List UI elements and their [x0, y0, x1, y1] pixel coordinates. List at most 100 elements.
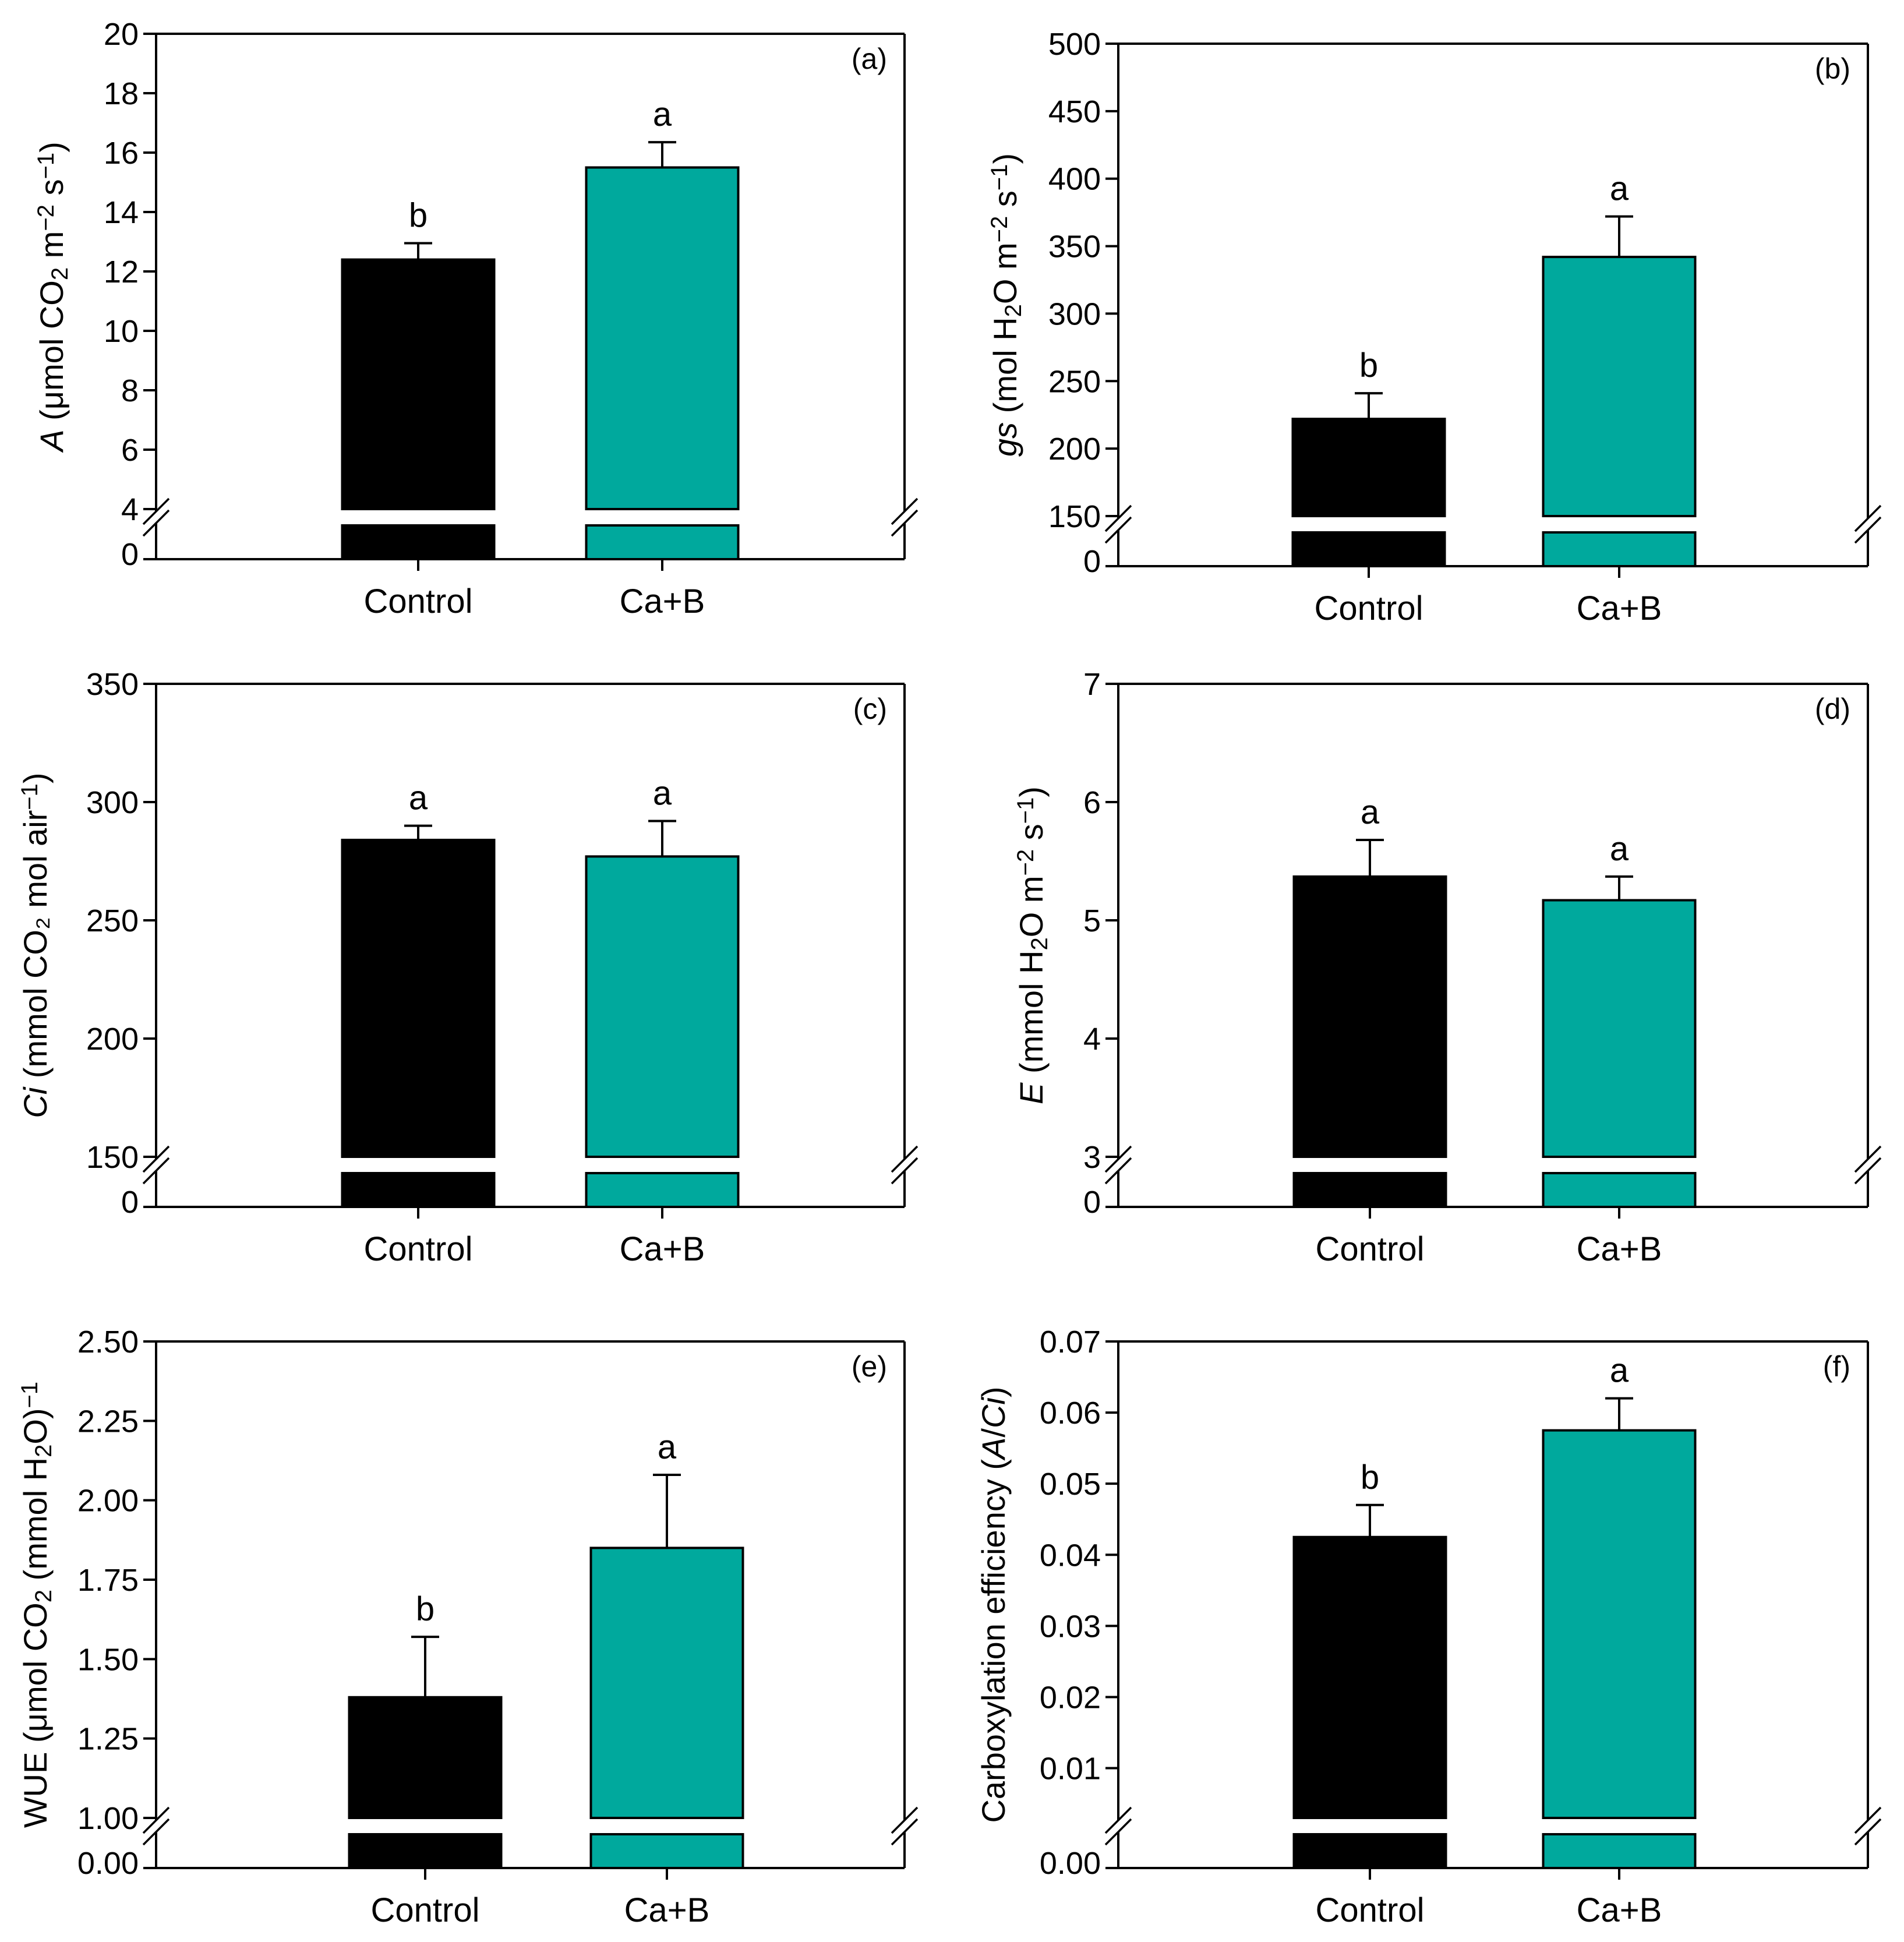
bar-ca-b-lower	[589, 1833, 744, 1869]
y-tick-label: 200	[1048, 432, 1101, 467]
y-tick-label: 1.50	[77, 1642, 139, 1677]
bar-ca-b-lower	[585, 1172, 740, 1208]
left-axis-break-mark	[1104, 504, 1132, 532]
left-axis-break-mark	[142, 1818, 170, 1846]
significance-letter: b	[409, 197, 428, 235]
significance-letter: a	[409, 779, 428, 817]
significance-letter: b	[416, 1590, 435, 1628]
right-axis-break-mark	[1854, 516, 1882, 544]
bar-control-upper	[1292, 875, 1447, 1158]
y-tick-label-zero: 0.00	[77, 1846, 139, 1881]
x-category-label: Ca+B	[620, 582, 705, 620]
left-axis-break-mark	[1104, 1818, 1132, 1846]
y-tick-label: 0.04	[1040, 1538, 1101, 1573]
bar-control-upper	[1291, 418, 1446, 517]
left-axis-break-mark	[142, 1157, 170, 1185]
bar-control-upper	[348, 1696, 503, 1820]
y-tick-label: 8	[121, 373, 139, 408]
significance-letter: a	[658, 1428, 677, 1466]
right-axis-break-mark	[891, 509, 919, 537]
bar-control-lower	[1292, 1833, 1447, 1869]
x-category-label: Ca+B	[624, 1891, 710, 1929]
y-axis-label: E (mmol H2O m−2 s−1)	[1013, 786, 1052, 1104]
y-tick-label: 0.06	[1040, 1396, 1101, 1431]
y-tick-label-zero: 0.00	[1040, 1846, 1101, 1881]
right-axis-break-mark	[891, 1157, 919, 1185]
y-tick-label: 350	[86, 667, 139, 702]
y-tick-label: 7	[1083, 667, 1101, 702]
y-tick-label: 0.01	[1040, 1752, 1101, 1786]
x-category-label: Control	[364, 582, 473, 620]
y-tick-label: 5	[1083, 903, 1101, 938]
right-axis-break-mark	[1854, 1818, 1882, 1846]
y-tick-label: 4	[121, 492, 139, 527]
left-axis-break-mark	[1104, 1145, 1132, 1173]
y-tick-label: 4	[1083, 1022, 1101, 1057]
significance-letter: b	[1359, 347, 1378, 384]
y-tick-label: 300	[86, 785, 139, 820]
y-tick-label: 450	[1048, 94, 1101, 129]
significance-letter: a	[653, 96, 672, 133]
y-tick-label: 350	[1048, 229, 1101, 264]
y-tick-label: 20	[104, 17, 139, 52]
y-tick-label: 150	[86, 1140, 139, 1175]
right-axis-break-mark	[891, 1145, 919, 1173]
bar-control-upper	[1292, 1535, 1447, 1820]
y-tick-label: 0.07	[1040, 1325, 1101, 1360]
y-tick-label-zero: 0	[121, 1185, 139, 1220]
panel-f: 0.01 0.02 0.03 0.04 0.05 0.06 0.07 0.00 b Control…	[975, 1325, 1882, 1929]
y-tick-label: 1.25	[77, 1722, 139, 1757]
y-axis-label: Carboxylation efficiency (A/Ci)	[975, 1386, 1012, 1823]
panel-label: (e)	[852, 1350, 887, 1383]
y-tick-label: 10	[104, 314, 139, 349]
panel-e: 1.00 1.25 1.50 1.75 2.00 2.25 2.50 0.00 b Control…	[17, 1325, 919, 1929]
x-category-label: Ca+B	[620, 1230, 705, 1268]
y-tick-label: 1.00	[77, 1801, 139, 1836]
bar-ca-b-lower	[1542, 1833, 1697, 1869]
x-category-label: Ca+B	[1577, 1230, 1662, 1268]
panel-label: (f)	[1823, 1350, 1850, 1383]
bar-control-lower	[341, 524, 496, 560]
y-axis-label: Ci (mmol CO₂ mol air−1)	[17, 772, 54, 1118]
x-category-label: Control	[1316, 1891, 1425, 1929]
panel-label: (a)	[852, 43, 887, 75]
y-tick-label: 500	[1048, 27, 1101, 62]
right-axis-break-mark	[1854, 1157, 1882, 1185]
right-axis-break-mark	[1854, 1806, 1882, 1834]
left-axis-break-mark	[142, 497, 170, 525]
bar-control-lower	[1291, 531, 1446, 567]
x-category-label: Ca+B	[1577, 589, 1662, 627]
left-axis-break-mark	[1104, 516, 1132, 544]
left-axis-break-mark	[142, 1806, 170, 1834]
x-category-label: Control	[1315, 589, 1423, 627]
y-tick-label: 6	[121, 433, 139, 468]
panel-label: (d)	[1815, 693, 1850, 725]
y-tick-label: 200	[86, 1022, 139, 1057]
significance-letter: a	[653, 774, 672, 812]
left-axis-break-mark	[142, 1145, 170, 1173]
y-axis-label: A (μmol CO2 m−2 s−1)	[33, 142, 73, 453]
y-tick-label: 0.05	[1040, 1467, 1101, 1502]
y-tick-label-zero: 0	[121, 537, 139, 572]
right-axis-break-mark	[1854, 1145, 1882, 1173]
bar-ca-b-upper	[1542, 256, 1697, 517]
bar-ca-b-upper	[585, 166, 740, 510]
y-tick-label: 250	[86, 903, 139, 938]
significance-letter: a	[1361, 793, 1380, 831]
y-tick-label: 16	[104, 136, 139, 171]
y-tick-label: 0.02	[1040, 1680, 1101, 1715]
bar-control-upper	[341, 258, 496, 510]
y-tick-label: 400	[1048, 162, 1101, 197]
left-axis-break-mark	[142, 509, 170, 537]
right-axis-break-mark	[1854, 504, 1882, 532]
left-axis-break-mark	[1104, 1806, 1132, 1834]
bar-control-lower	[1292, 1172, 1447, 1208]
y-tick-label: 0.03	[1040, 1609, 1101, 1644]
right-axis-break-mark	[891, 497, 919, 525]
y-tick-label: 300	[1048, 296, 1101, 331]
panel-c: 150 200 250 300 350 0 a Control a Ca+B (c) Ci (mmol…	[17, 667, 919, 1268]
y-tick-label: 2.25	[77, 1404, 139, 1439]
bar-control-upper	[341, 838, 496, 1158]
y-tick-label: 14	[104, 195, 139, 230]
